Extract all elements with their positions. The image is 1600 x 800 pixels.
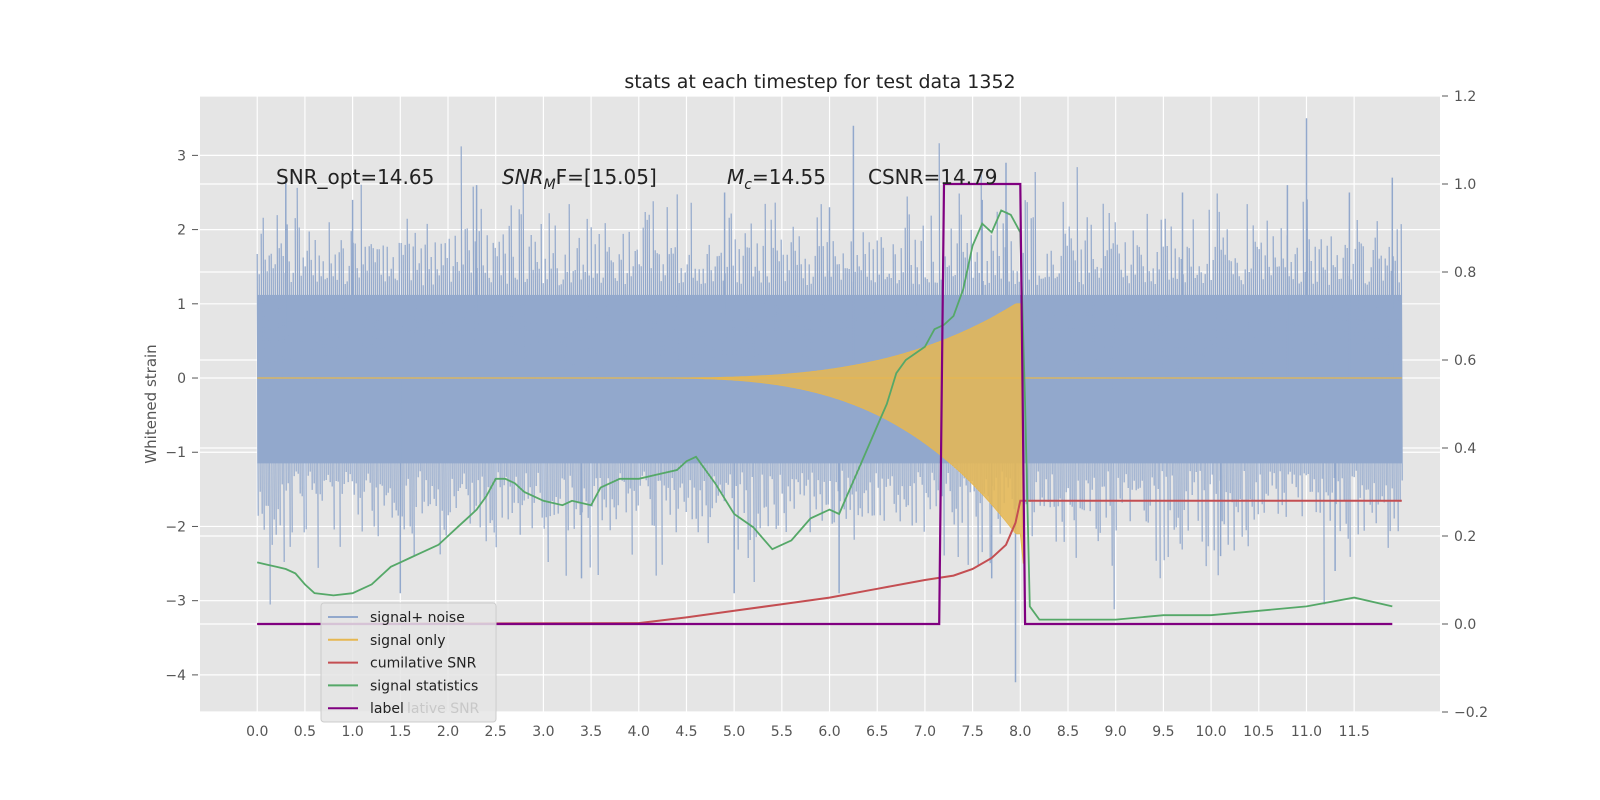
x-tick-label: 9.0 <box>1105 724 1127 740</box>
y2-tick-label: 0.6 <box>1454 353 1476 369</box>
legend-label: signal only <box>370 633 445 649</box>
legend-label: signal statistics <box>370 678 478 694</box>
x-tick-label: 10.5 <box>1243 724 1274 740</box>
legend: lative SNR signal+ noise signal only cumil… <box>320 602 497 723</box>
y2-tick-label: 1.0 <box>1454 177 1476 193</box>
tick-layer: 0.0 0.5 1.0 1.5 2.0 2.5 3.0 3.5 4.0 4.5 5.0 5.5 6.0 6… <box>165 89 1488 740</box>
y2-tick-label: 0.0 <box>1454 617 1476 633</box>
annotation-snr-opt: SNR_opt=14.65 <box>276 165 434 189</box>
y-tick-label: −2 <box>165 519 186 535</box>
y-tick-label: 0 <box>177 371 186 387</box>
y-tick-label: −1 <box>165 445 186 461</box>
x-tick-label: 5.0 <box>723 724 745 740</box>
y-tick-label: 2 <box>177 223 186 239</box>
legend-box <box>320 602 497 723</box>
y2-tick-label: 0.4 <box>1454 441 1476 457</box>
x-tick-label: 6.0 <box>818 724 840 740</box>
annotation-mc-symbol: M <box>727 165 744 189</box>
label-line <box>257 182 1393 626</box>
x-tick-label: 3.0 <box>532 724 554 740</box>
y2-tick-label: −0.2 <box>1454 705 1488 721</box>
annotation-snr-mf-symbol: SNR <box>502 165 544 189</box>
x-tick-label: 7.0 <box>914 724 936 740</box>
x-tick-label: 0.0 <box>246 724 268 740</box>
annotation-mc-value: =14.55 <box>752 165 826 189</box>
annotation-row: SNR_opt=14.65 SNRMF=[15.05] Mc=14.55 CSN… <box>276 165 998 193</box>
x-tick-label: 5.5 <box>771 724 793 740</box>
x-tick-label: 1.5 <box>389 724 411 740</box>
x-tick-label: 9.5 <box>1152 724 1174 740</box>
annotation-snr-mf-value: F=[15.05] <box>556 165 657 189</box>
x-tick-label: 3.5 <box>580 724 602 740</box>
y2-tick-label: 0.2 <box>1454 529 1476 545</box>
x-tick-label: 2.0 <box>437 724 459 740</box>
x-tick-label: 4.0 <box>628 724 650 740</box>
legend-label: label <box>370 701 404 717</box>
legend-ghost-text: lative SNR <box>407 701 480 717</box>
y-axis-label: Whitened strain <box>142 344 160 463</box>
y-tick-label: 3 <box>177 148 186 164</box>
x-tick-label: 1.0 <box>341 724 363 740</box>
x-tick-label: 8.5 <box>1057 724 1079 740</box>
y-tick-label: 1 <box>177 297 186 313</box>
x-tick-label: 10.0 <box>1195 724 1226 740</box>
y2-tick-label: 1.2 <box>1454 89 1476 105</box>
x-tick-label: 11.0 <box>1291 724 1322 740</box>
signal-statistics-line <box>256 209 1393 621</box>
x-tick-label: 11.5 <box>1339 724 1370 740</box>
y-tick-label: −4 <box>165 668 186 684</box>
x-tick-label: 6.5 <box>866 724 888 740</box>
y2-tick-label: 0.8 <box>1454 265 1476 281</box>
annotation-mc-subscript: c <box>744 177 752 193</box>
cumulative-snr-line <box>257 499 1402 625</box>
x-tick-label: 0.5 <box>294 724 316 740</box>
annotation-csnr: CSNR=14.79 <box>868 165 998 189</box>
annotation-mc: Mc=14.55 <box>727 165 826 193</box>
y-tick-label: −3 <box>165 594 186 610</box>
legend-label: signal+ noise <box>370 610 465 626</box>
legend-entries: signal+ noise signal only cumilative SNR si… <box>328 610 478 717</box>
chart-title: stats at each timestep for test data 135… <box>624 71 1015 93</box>
legend-label: cumilative SNR <box>370 656 477 672</box>
x-tick-label: 8.0 <box>1009 724 1031 740</box>
x-tick-label: 7.5 <box>961 724 983 740</box>
series-layer <box>256 182 1402 626</box>
x-tick-label: 2.5 <box>485 724 507 740</box>
annotation-snr-mf-subscript: M <box>544 177 556 193</box>
annotation-snr-mf: SNRMF=[15.05] <box>502 165 657 193</box>
x-tick-label: 4.5 <box>675 724 697 740</box>
signal-only-envelope <box>638 303 1024 564</box>
